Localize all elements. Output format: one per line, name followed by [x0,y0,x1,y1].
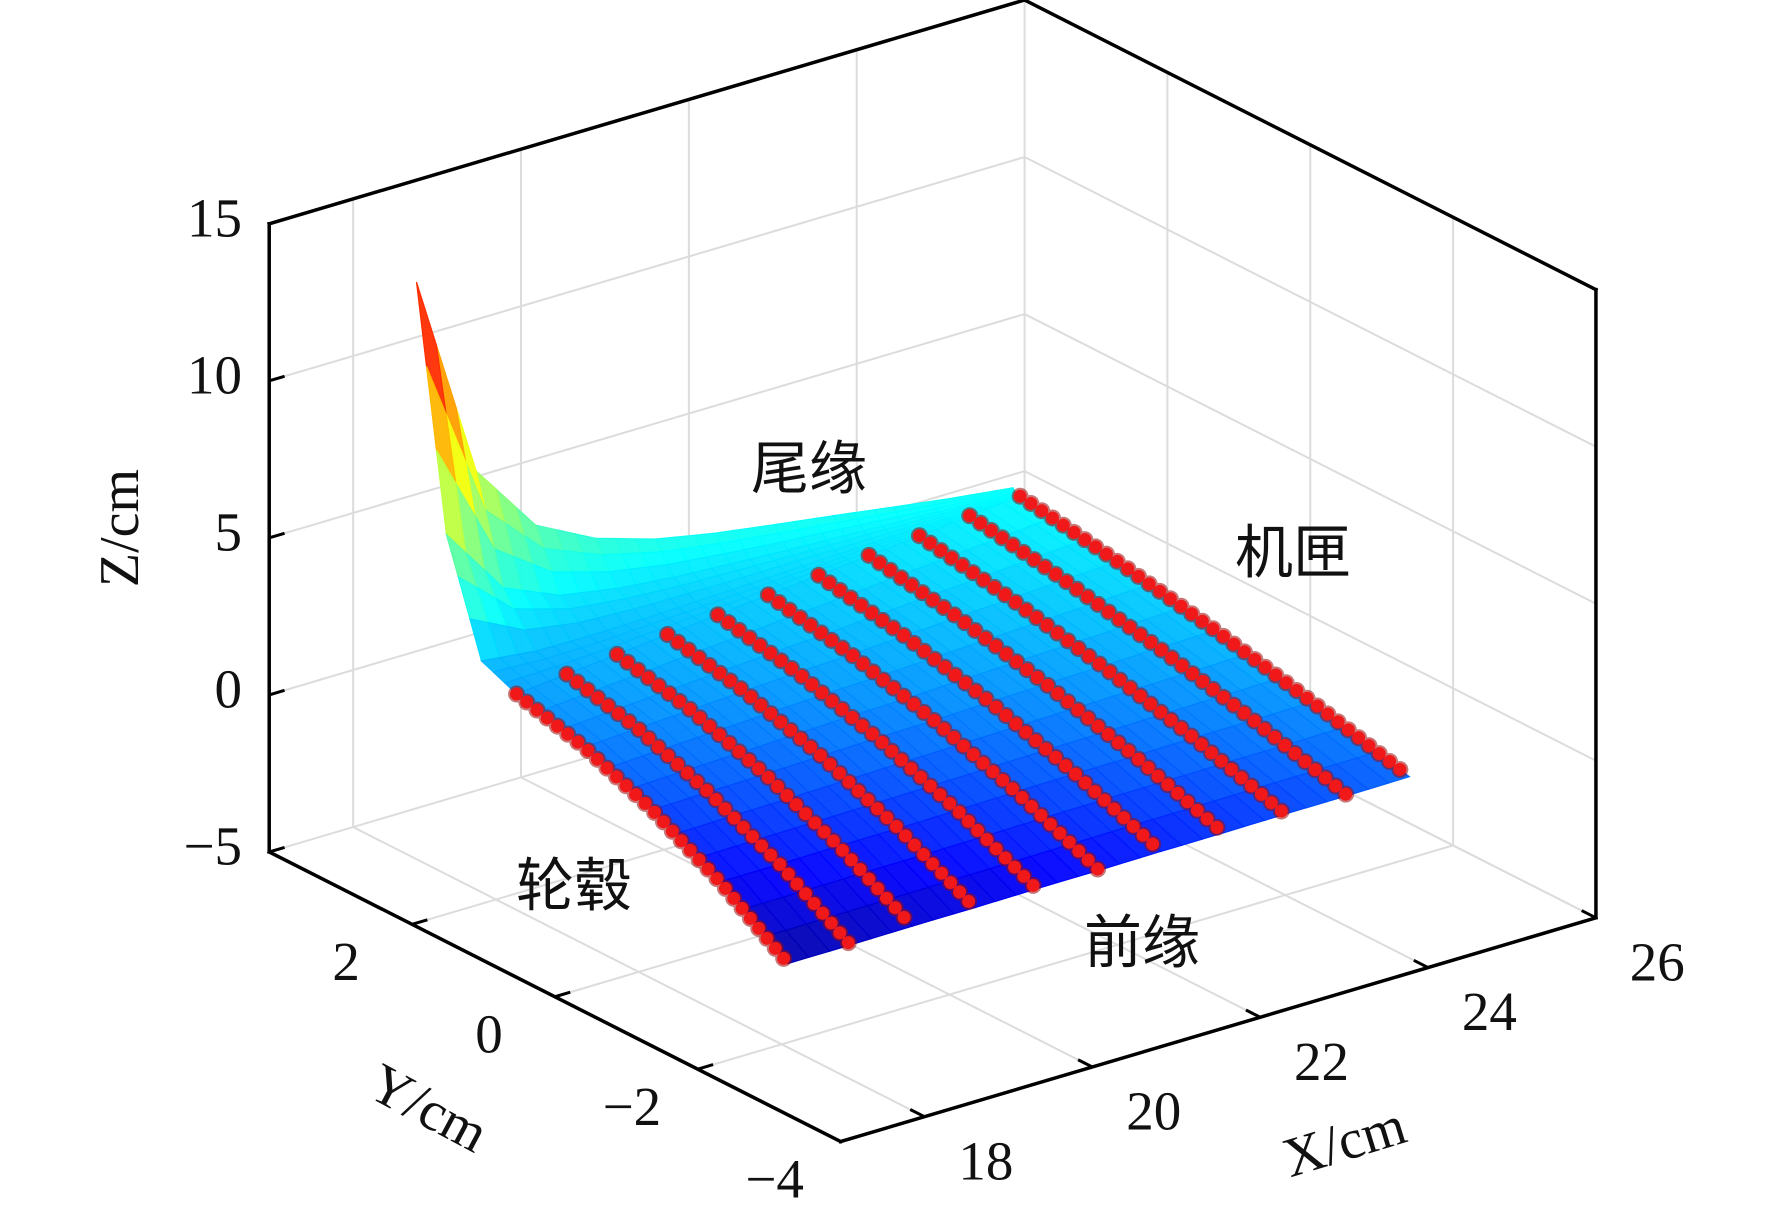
marker-line [610,647,919,933]
grid-line [1024,470,1597,762]
x-tick-label: 26 [1630,931,1685,992]
grid-line [1024,313,1597,605]
tick-mark [268,845,285,854]
marker-line [1013,489,1416,784]
tick-mark [840,1135,857,1144]
marker-line [761,588,1106,877]
grid-line [268,156,1025,382]
x-tick-label: 20 [1126,1081,1181,1142]
marker-line [812,568,1168,858]
y-tick-label: 2 [332,931,360,992]
tick-mark [1413,958,1429,969]
marker-line [912,529,1292,821]
marker-line [560,667,857,952]
grid-line [697,844,1454,1071]
x-tick-label: 18 [958,1130,1013,1191]
z-tick-label: 0 [215,659,243,720]
tick-mark [268,688,285,697]
tick-mark [1245,1008,1261,1019]
x-tick-label: 24 [1462,981,1517,1042]
z-axis-title: Z/cm [89,469,151,587]
annotation: 前缘 [1084,910,1200,975]
markers [508,487,1418,972]
z-tick-label: −5 [183,816,242,877]
axes [266,0,1599,1144]
annotation: 轮毂 [516,853,632,918]
z-tick-label: 15 [187,187,242,248]
tick-mark [268,374,285,383]
z-tick-label: 10 [187,344,242,405]
grid-line [268,313,1025,539]
y-tick-label: −2 [603,1076,662,1137]
tick-mark [697,1063,714,1071]
annotation: 尾缘 [751,436,867,501]
tick-mark [1580,909,1597,920]
x-tick-label: 22 [1294,1031,1349,1092]
grid-line [1024,156,1597,448]
tick-mark [554,990,571,999]
tick-mark [909,1108,926,1119]
annotation: 机匣 [1235,520,1351,585]
y-tick-label: −4 [745,1148,804,1209]
tick-labels: −5 0 5 10 15 −4 −2 0 2 18 20 22 24 26 [183,187,1684,1209]
axis-line [266,849,843,1144]
tick-mark [1077,1058,1094,1069]
axis-line [267,0,1027,226]
marker-line [510,687,795,970]
axis-line [838,915,1599,1144]
y-tick-label: 0 [475,1004,503,1065]
marker-line [862,548,1230,840]
marker-line [661,628,982,915]
z-tick-label: 5 [215,501,243,562]
marker-line [711,608,1043,896]
tick-mark [411,918,428,926]
tick-mark [268,217,285,226]
marker-line [963,509,1354,803]
axis-line [1022,0,1599,293]
tick-mark [268,531,285,540]
